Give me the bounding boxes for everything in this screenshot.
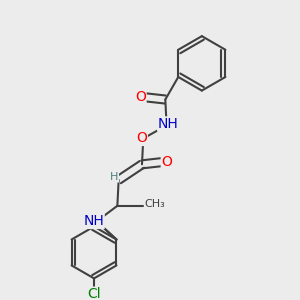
Text: CH₃: CH₃ bbox=[145, 200, 166, 209]
Text: O: O bbox=[161, 155, 172, 169]
Text: NH: NH bbox=[158, 117, 178, 131]
Text: Cl: Cl bbox=[87, 287, 101, 300]
Text: O: O bbox=[136, 131, 147, 146]
Text: O: O bbox=[135, 90, 146, 104]
Text: H: H bbox=[110, 172, 118, 182]
Text: NH: NH bbox=[83, 214, 104, 228]
